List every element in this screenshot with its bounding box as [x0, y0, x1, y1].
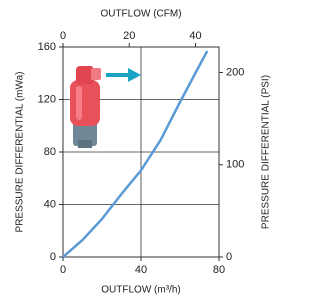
x2-axis-title: OUTFLOW (CFM) — [100, 9, 181, 20]
y-axis-title: PRESSURE DIFFERENTIAL (mWa) — [15, 72, 26, 233]
y-tick-label: 40 — [44, 198, 56, 210]
y-tick-label: 0 — [50, 251, 56, 263]
y-tick-label: 80 — [44, 146, 56, 158]
x-tick-label: 80 — [213, 264, 225, 276]
y2-tick-label: 100 — [226, 159, 244, 171]
y2-tick-label: 0 — [226, 251, 232, 263]
y2-tick-label: 200 — [226, 66, 244, 78]
y2-axis-title: PRESSURE DIFFERENTIAL (PSI) — [261, 75, 272, 229]
x2-tick-label: 40 — [189, 30, 201, 42]
y-tick-label: 160 — [38, 41, 56, 53]
x2-tick-label: 0 — [60, 30, 66, 42]
chart: OUTFLOW (CFM) OUTFLOW (m³/h) PRESSURE DI… — [0, 0, 281, 300]
x-tick-label: 0 — [60, 264, 66, 276]
flow-arrow — [106, 68, 141, 82]
y-tick-label: 120 — [38, 93, 56, 105]
valve-icon — [70, 66, 101, 148]
x-axis-title: OUTFLOW (m³/h) — [101, 285, 180, 296]
x2-tick-label: 20 — [123, 30, 135, 42]
page: OUTFLOW (CFM) OUTFLOW (m³/h) PRESSURE DI… — [0, 0, 320, 300]
x-tick-label: 40 — [135, 264, 147, 276]
